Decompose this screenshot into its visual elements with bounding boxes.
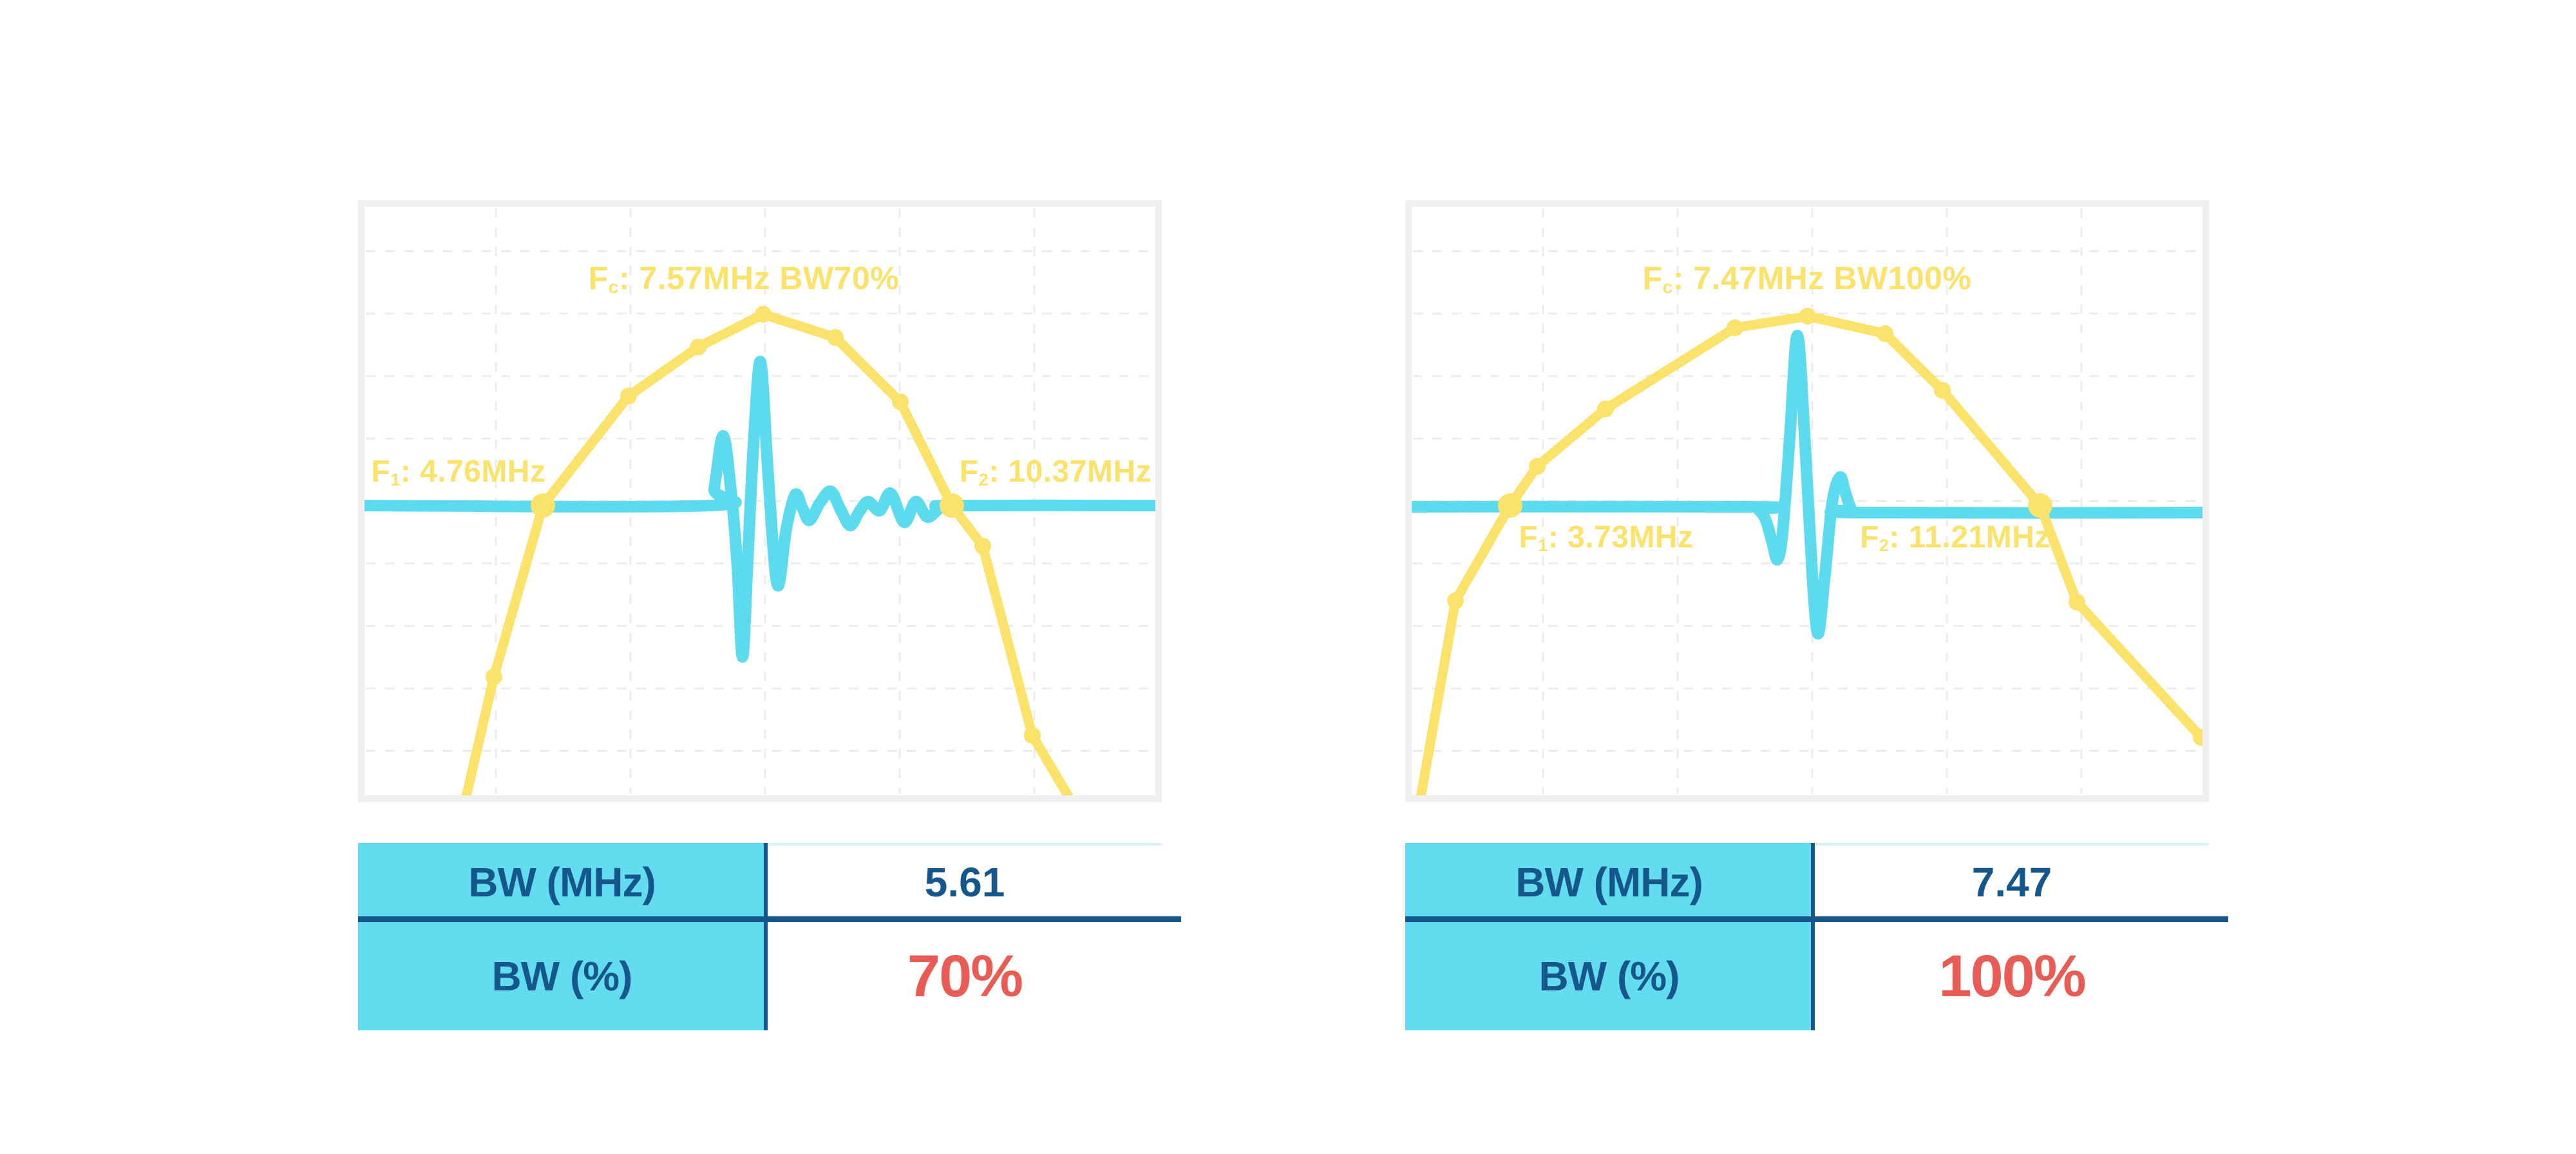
f-symbol: F xyxy=(1860,520,1879,554)
f1-annotation: F1: 4.76MHz xyxy=(371,455,546,489)
f2-value-text: : 11.21MHz xyxy=(1889,520,2050,554)
bw-pct-label: BW (%) xyxy=(491,953,633,999)
f2-value-text: : 10.37MHz xyxy=(989,455,1152,489)
f-subscript: c xyxy=(1662,277,1673,298)
bw-pct-label: BW (%) xyxy=(1539,953,1680,999)
column-divider-line xyxy=(1811,843,1815,1030)
spectrum-chart-bw70: Fc: 7.57MHz BW70% F1: 4.76MHz F2: 10.37M… xyxy=(358,200,1162,802)
bw-pct-label-cell: BW (%) xyxy=(1405,922,1813,1030)
f1-value-text: : 3.73MHz xyxy=(1548,520,1694,554)
f1-annotation: F1: 3.73MHz xyxy=(1519,520,1694,555)
bw-mhz-value-cell: 7.47 xyxy=(1815,846,2209,919)
bw-mhz-label: BW (MHz) xyxy=(468,859,656,905)
spectrum-line xyxy=(1415,311,2206,802)
row-separator-line xyxy=(1405,916,2228,922)
spectrum-plot-svg xyxy=(358,200,1162,802)
f-symbol: F xyxy=(371,455,391,489)
f-symbol: F xyxy=(959,455,979,489)
plot-frame xyxy=(358,200,1162,802)
f-symbol: F xyxy=(1519,520,1539,554)
bw-pct-value: 100% xyxy=(1938,943,2086,1009)
f-subscript: 1 xyxy=(1538,535,1548,555)
pulse-waveform-line xyxy=(1405,329,2209,640)
f-subscript: 2 xyxy=(1879,535,1889,555)
f-subscript: 2 xyxy=(978,469,989,489)
f-subscript: c xyxy=(608,277,619,298)
f1-value-text: : 4.76MHz xyxy=(400,455,546,489)
column-divider-line xyxy=(764,843,768,1030)
f-symbol: F xyxy=(1642,260,1663,296)
bw-mhz-value: 5.61 xyxy=(924,859,1005,905)
bw-table-70: BW (MHz) 5.61 BW (%) 70% xyxy=(358,843,1181,1030)
bw-pct-value-cell: 100% xyxy=(1815,922,2209,1030)
bw-mhz-value: 7.47 xyxy=(1971,859,2052,905)
f-symbol: F xyxy=(588,260,609,296)
label-column-background xyxy=(1405,843,1813,1030)
bw-mhz-value-cell: 5.61 xyxy=(768,846,1162,919)
table-top-border xyxy=(766,843,1162,846)
spectrum-line xyxy=(460,309,1077,802)
bw-pct-value: 70% xyxy=(907,943,1023,1009)
bw-table-100: BW (MHz) 7.47 BW (%) 100% xyxy=(1405,843,2228,1030)
fc-annotation: Fc: 7.57MHz BW70% xyxy=(588,260,900,298)
plot-frame xyxy=(1405,200,2209,802)
spectrum-chart-bw100: Fc: 7.47MHz BW100% F1: 3.73MHz F2: 11.21… xyxy=(1405,200,2209,802)
spectrum-plot-svg xyxy=(1405,200,2209,802)
f-subscript: 1 xyxy=(390,469,401,489)
bw-pct-value-cell: 70% xyxy=(768,922,1162,1030)
fc-annotation: Fc: 7.47MHz BW100% xyxy=(1642,260,1972,298)
bw-mhz-label-cell: BW (MHz) xyxy=(1405,846,1813,919)
row-separator-line xyxy=(358,916,1181,922)
bw-mhz-label: BW (MHz) xyxy=(1515,859,1703,905)
f2-annotation: F2: 10.37MHz xyxy=(959,455,1152,489)
pulse-waveform-line xyxy=(358,355,1162,663)
spectrum-markers xyxy=(486,306,1041,744)
table-top-border xyxy=(1813,843,2209,846)
f2-annotation: F2: 11.21MHz xyxy=(1860,520,2050,555)
spectrum-markers xyxy=(1447,308,2209,746)
label-column-background xyxy=(358,843,766,1030)
fc-value-text: : 7.47MHz BW100% xyxy=(1672,260,1972,296)
fc-value-text: : 7.57MHz BW70% xyxy=(618,260,900,296)
bw-pct-label-cell: BW (%) xyxy=(358,922,766,1030)
bw-mhz-label-cell: BW (MHz) xyxy=(358,846,766,919)
